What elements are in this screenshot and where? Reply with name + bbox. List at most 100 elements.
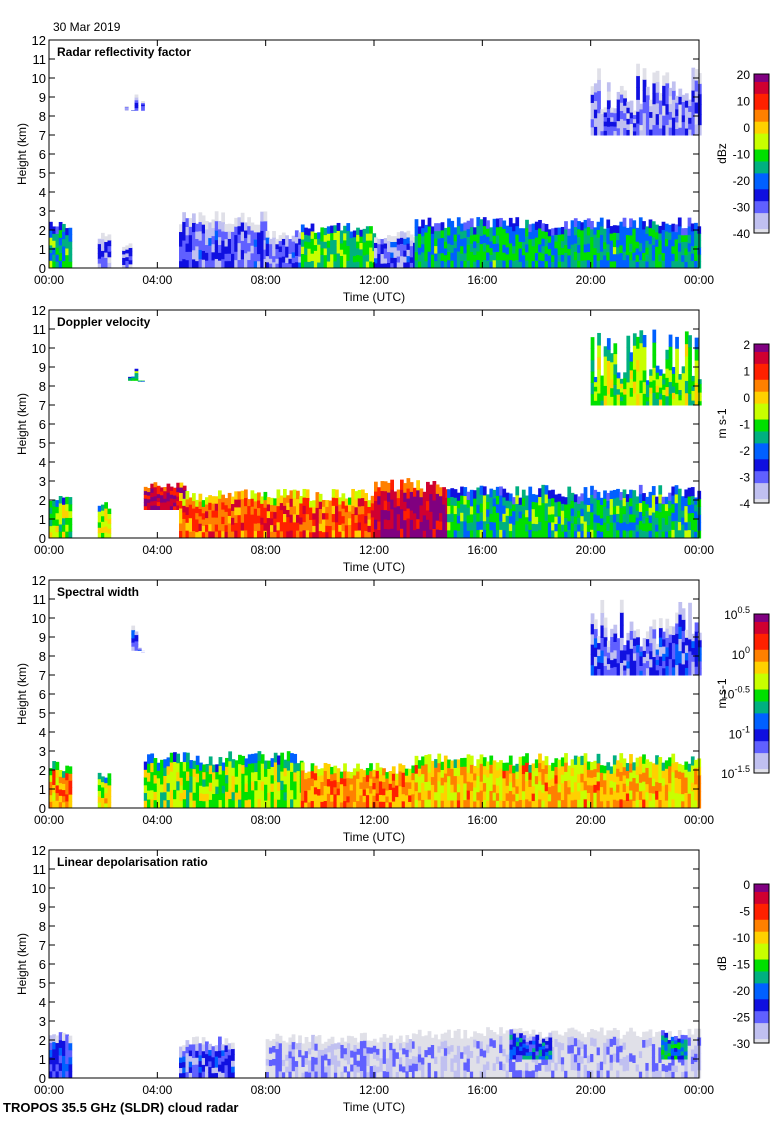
data-cell	[317, 795, 321, 802]
data-cell	[193, 776, 197, 784]
data-cell	[633, 638, 637, 646]
data-cell	[525, 762, 529, 772]
data-cell	[49, 795, 53, 802]
data-cell	[212, 779, 216, 787]
data-cell	[317, 776, 321, 783]
data-cell	[292, 246, 296, 252]
data-cell	[652, 778, 656, 786]
data-cell	[247, 217, 251, 226]
data-cell	[431, 1058, 435, 1065]
data-cell	[436, 484, 440, 493]
data-cell	[577, 237, 581, 245]
data-cell	[62, 239, 66, 247]
data-cell	[439, 496, 443, 505]
data-cell	[541, 511, 545, 520]
y-tick-label: 6	[39, 417, 46, 432]
data-cell	[567, 773, 571, 781]
data-cell	[698, 388, 702, 393]
data-cell	[489, 227, 493, 234]
data-cell	[574, 218, 578, 227]
colorbar-swatch	[754, 674, 769, 678]
colorbar-swatch	[754, 106, 769, 110]
data-cell	[104, 520, 108, 526]
data-cell	[632, 800, 636, 808]
data-cell	[405, 1071, 409, 1079]
data-cell	[398, 801, 402, 809]
data-cell	[671, 754, 675, 764]
data-cell	[681, 235, 685, 242]
data-cell	[199, 800, 203, 808]
data-cell	[272, 250, 276, 257]
data-cell	[685, 630, 689, 638]
data-cell	[463, 775, 467, 784]
data-cell	[280, 753, 284, 763]
data-cell	[626, 129, 630, 135]
data-cell	[306, 522, 310, 531]
data-cell	[350, 232, 354, 239]
data-cell	[219, 791, 223, 800]
data-cell	[541, 246, 545, 254]
data-cell	[421, 244, 425, 253]
data-cell	[202, 801, 206, 809]
data-cell	[317, 232, 321, 238]
data-cell	[571, 500, 575, 508]
data-cell	[154, 496, 158, 501]
data-cell	[636, 524, 640, 531]
data-cell	[603, 773, 607, 781]
colorbar-swatch	[754, 634, 769, 638]
data-cell	[257, 239, 261, 247]
data-cell	[493, 260, 497, 269]
data-cell	[607, 646, 611, 652]
data-cell	[590, 777, 594, 785]
data-cell	[415, 1034, 419, 1042]
data-cell	[476, 1063, 480, 1071]
data-cell	[652, 93, 656, 104]
data-cell	[532, 253, 536, 261]
data-cell	[626, 113, 630, 119]
data-cell	[277, 506, 281, 515]
data-cell	[626, 393, 630, 405]
data-cell	[460, 1039, 464, 1046]
data-cell	[182, 1045, 186, 1051]
data-cell	[340, 1065, 344, 1072]
data-cell	[470, 1057, 474, 1064]
data-cell	[535, 502, 539, 510]
colorbar-swatch	[754, 412, 769, 416]
data-cell	[292, 241, 296, 247]
data-cell	[192, 1071, 196, 1078]
data-cell	[675, 128, 679, 135]
data-cell	[691, 113, 695, 125]
data-cell	[522, 1070, 526, 1078]
data-region	[131, 626, 145, 653]
data-cell	[522, 1062, 526, 1070]
data-cell	[597, 381, 601, 394]
colorbar-swatch	[754, 733, 769, 737]
data-cell	[626, 228, 630, 235]
data-cell	[668, 800, 672, 809]
data-cell	[333, 766, 337, 774]
colorbar-tick-label: 0	[743, 121, 750, 135]
data-cell	[343, 240, 347, 248]
data-cell	[597, 781, 601, 791]
data-cell	[675, 232, 679, 240]
data-cell	[476, 226, 480, 235]
data-cell	[577, 765, 581, 774]
data-cell	[390, 257, 394, 263]
data-cell	[402, 779, 406, 787]
data-cell	[122, 250, 126, 254]
data-cell	[202, 1064, 206, 1071]
data-cell	[340, 255, 344, 262]
data-cell	[463, 487, 467, 496]
data-cell	[467, 781, 471, 790]
data-cell	[460, 529, 464, 538]
colorbar-swatch	[754, 646, 769, 650]
data-cell	[195, 513, 199, 520]
data-cell	[652, 771, 656, 779]
data-cell	[554, 775, 558, 784]
data-cell	[522, 522, 526, 531]
data-cell	[222, 762, 226, 770]
data-cell	[656, 385, 660, 392]
data-cell	[682, 653, 686, 665]
data-cell	[616, 760, 620, 768]
data-cell	[267, 504, 271, 511]
